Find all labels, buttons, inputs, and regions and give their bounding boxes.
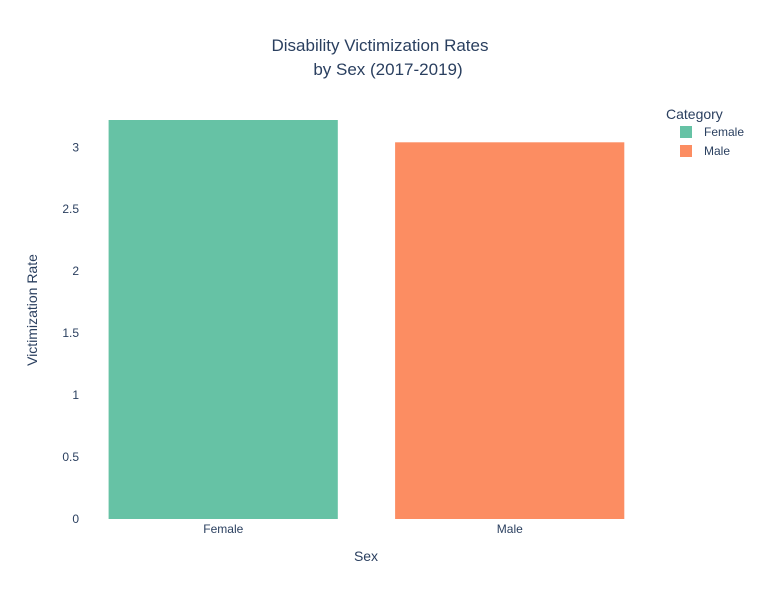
x-axis-title: Sex [354, 548, 378, 564]
legend-title: Category [666, 106, 723, 122]
x-tick-label-female: Female [203, 522, 243, 536]
legend-swatch-male [680, 145, 692, 157]
chart-title: Disability Victimization Rates by Sex (2… [272, 36, 489, 79]
x-axis-ticks: Female Male [203, 522, 523, 536]
y-axis-title: Victimization Rate [24, 254, 40, 366]
y-tick-label: 0.5 [62, 450, 79, 464]
y-tick-label: 3 [72, 140, 79, 154]
y-axis-ticks: 0 0.5 1 1.5 2 2.5 3 [62, 140, 79, 526]
legend-item-male[interactable]: Male [680, 144, 730, 158]
x-tick-label-male: Male [497, 522, 523, 536]
bar-female[interactable] [108, 120, 338, 519]
y-tick-label: 2.5 [62, 202, 79, 216]
bar-male[interactable] [395, 142, 625, 520]
legend-label-female: Female [704, 125, 744, 139]
y-tick-label: 2 [72, 264, 79, 278]
legend-swatch-female [680, 126, 692, 138]
legend[interactable]: Category Female Male [666, 106, 744, 158]
y-tick-label: 1 [72, 388, 79, 402]
y-tick-label: 1.5 [62, 326, 79, 340]
chart-title-line-1: Disability Victimization Rates [272, 36, 489, 55]
y-tick-label: 0 [72, 512, 79, 526]
legend-item-female[interactable]: Female [680, 125, 744, 139]
chart-title-line-2: by Sex (2017-2019) [313, 60, 462, 79]
legend-label-male: Male [704, 144, 730, 158]
bars-group [108, 120, 625, 520]
